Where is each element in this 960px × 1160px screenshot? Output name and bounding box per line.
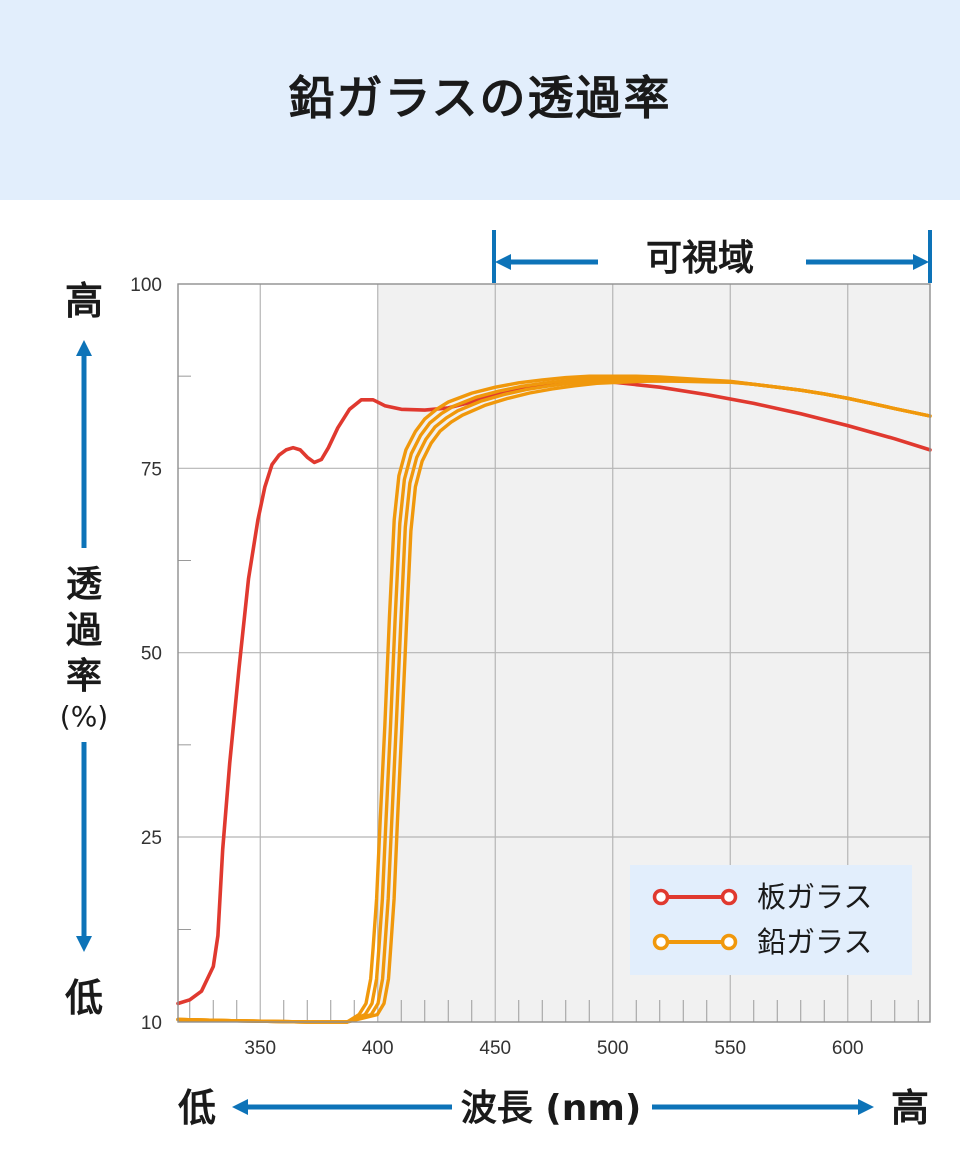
- title-band: 鉛ガラスの透過率: [0, 0, 960, 200]
- legend-marker-plate-glass-start: [652, 888, 670, 906]
- y-tick-label: 100: [130, 275, 162, 296]
- x-tick-label: 450: [479, 1038, 511, 1059]
- y-tick-label: 50: [141, 644, 162, 665]
- x-tick-label: 350: [244, 1038, 276, 1059]
- transmittance-chart: 10 25 50 75 100 350 400 450 500 550 600 可視域 高 透 過…: [60, 230, 932, 1130]
- x-tick-label: 400: [362, 1038, 394, 1059]
- y-tick-label: 75: [141, 459, 162, 480]
- y-axis-low-label: 低: [65, 976, 103, 1020]
- x-tick-label: 500: [597, 1038, 629, 1059]
- legend-label-lead-glass: 鉛ガラス: [757, 925, 872, 959]
- legend-marker-lead-glass-end: [720, 933, 738, 951]
- legend-label-plate-glass: 板ガラス: [757, 880, 872, 914]
- legend-marker-plate-glass-end: [720, 888, 738, 906]
- series-line-lead-glass: [176, 379, 932, 1024]
- y-tick-labels: 10 25 50 75 100: [130, 275, 162, 1034]
- series-layer: [176, 374, 932, 1024]
- legend-entry-plate-glass: 板ガラス: [652, 880, 872, 914]
- legend: 板ガラス 鉛ガラス: [630, 865, 912, 975]
- grid-lines: [178, 284, 930, 1022]
- x-axis-label: 波長 (nm): [461, 1088, 642, 1129]
- chart-title: 鉛ガラスの透過率: [288, 71, 672, 125]
- visible-band-label: 可視域: [646, 238, 754, 279]
- legend-marker-lead-glass-start: [652, 933, 670, 951]
- y-axis-high-label: 高: [65, 279, 103, 323]
- x-tick-label: 550: [714, 1038, 746, 1059]
- y-tick-label: 25: [141, 828, 162, 849]
- y-axis-label-char-3: 率: [66, 656, 102, 697]
- x-axis-high-label: 高: [891, 1086, 929, 1130]
- legend-background: [630, 865, 912, 975]
- y-axis-label-char-1: 透: [66, 564, 103, 605]
- plot-frame: [177, 283, 931, 1023]
- y-axis-unit: (%): [60, 700, 108, 733]
- x-axis-low-label: 低: [178, 1086, 216, 1130]
- x-tick-label: 600: [832, 1038, 864, 1059]
- x-tick-labels: 350 400 450 500 550 600: [244, 1038, 863, 1059]
- y-axis-label-char-2: 過: [66, 610, 103, 651]
- legend-entry-lead-glass: 鉛ガラス: [652, 925, 872, 959]
- y-tick-label: 10: [141, 1013, 162, 1034]
